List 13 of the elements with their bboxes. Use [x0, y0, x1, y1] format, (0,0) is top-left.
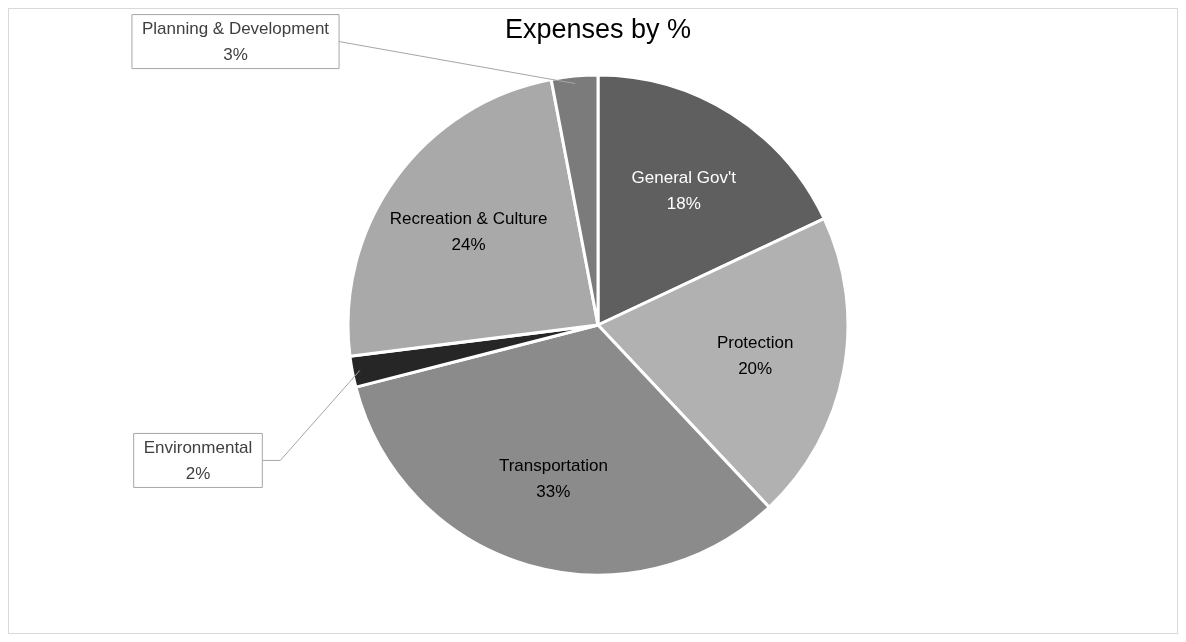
data-label: 20% [738, 358, 773, 378]
data-label: 3% [223, 45, 248, 65]
slice-label: Planning & Development [141, 19, 330, 39]
data-label: 24% [451, 234, 486, 254]
data-label: 33% [536, 482, 571, 502]
slice-label: Transportation [498, 456, 608, 476]
data-label: 18% [666, 193, 701, 213]
slice-label: Recreation & Culture [389, 208, 548, 228]
slice-label: Protection [716, 332, 794, 352]
data-label: 2% [185, 464, 211, 484]
chart-title: Expenses by % [504, 14, 692, 45]
slice-label: Environmental [143, 438, 253, 458]
slice-label: General Gov't [631, 167, 737, 187]
